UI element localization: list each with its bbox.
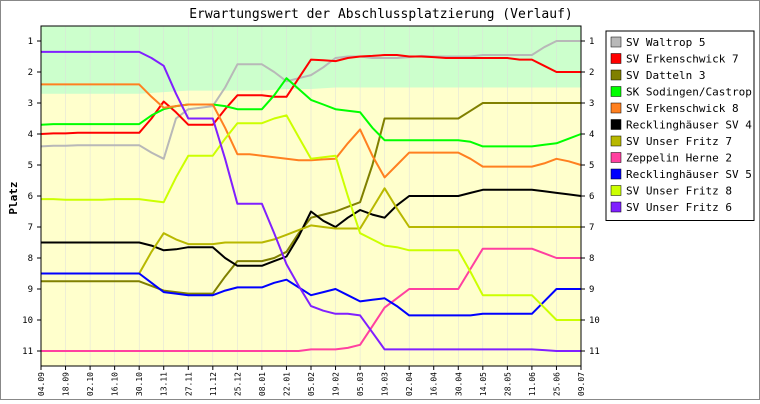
x-tick-label: 14.05 xyxy=(479,372,488,396)
y-tick-label: 5 xyxy=(28,161,33,171)
y-tick-label: 2 xyxy=(28,68,33,78)
series-line-5 xyxy=(41,83,582,179)
x-tick-label: 16.10 xyxy=(111,372,120,396)
y-tick-label-right: 4 xyxy=(589,130,594,140)
y-tick-label: 10 xyxy=(22,316,33,326)
legend-entry: SV Unser Fritz 7 xyxy=(626,135,732,148)
y-tick-label-right: 6 xyxy=(589,192,594,202)
x-tick-label: 11.06 xyxy=(528,372,537,396)
y-tick-label: 9 xyxy=(28,285,33,295)
legend-entry: SV Unser Fritz 8 xyxy=(626,185,732,198)
legend-swatch xyxy=(610,102,622,114)
x-tick-label: 02.04 xyxy=(405,372,414,396)
legend-entry: Zeppelin Herne 2 xyxy=(626,152,732,165)
y-tick-label-right: 9 xyxy=(589,285,594,295)
y-tick-label-right: 1 xyxy=(589,37,594,47)
y-ticks-left: 1 2 3 4 5 6 7 8 9 10 11 xyxy=(22,37,41,357)
legend-swatch xyxy=(610,53,622,64)
series-line-1 xyxy=(40,40,581,160)
legend-entry: SV Erkenschwick 7 xyxy=(626,53,739,66)
legend-entry: SV Unser Fritz 6 xyxy=(626,201,732,214)
y-tick-label-right: 2 xyxy=(589,68,594,78)
legend-entry: Recklinghäuser SV 4 xyxy=(626,119,752,132)
legend-swatch xyxy=(610,86,622,97)
y-axis-label: Platz xyxy=(7,181,20,214)
x-tick-label: 19.02 xyxy=(332,372,341,396)
legend-swatch xyxy=(610,152,622,163)
legend-swatch xyxy=(610,135,622,147)
x-tick-label: 25.12 xyxy=(233,372,242,396)
y-tick-label: 3 xyxy=(28,99,33,109)
series-line-10 xyxy=(41,114,581,321)
y-tick-label: 1 xyxy=(28,37,33,47)
legend-entry: SV Datteln 3 xyxy=(626,69,705,82)
series-line-11 xyxy=(41,50,581,352)
y-tick-label-right: 11 xyxy=(589,347,600,357)
series-layer xyxy=(40,40,582,352)
y-tick-label: 6 xyxy=(28,192,33,202)
legend-entry: Recklinghäuser SV 5 xyxy=(626,168,752,181)
x-tick-label: 13.11 xyxy=(160,372,169,396)
legend-swatch xyxy=(610,36,622,48)
series-line-4 xyxy=(40,77,582,148)
x-tick-label: 22.01 xyxy=(282,372,291,396)
y-tick-label: 7 xyxy=(28,223,33,233)
series-line-6 xyxy=(41,188,582,267)
legend-swatch xyxy=(610,185,622,196)
y-tick-label: 11 xyxy=(22,347,33,357)
series-line-8 xyxy=(41,247,581,352)
series-line-2 xyxy=(40,54,581,135)
x-tick-label: 18.09 xyxy=(62,372,71,396)
x-tick-label: 30.10 xyxy=(135,372,144,396)
legend-entry: SV Waltrop 5 xyxy=(626,36,705,49)
legend: SV Waltrop 5 SV Erkenschwick 7 SV Datteln … xyxy=(605,30,760,221)
y-tick-label-right: 5 xyxy=(589,161,594,171)
legend-swatch xyxy=(610,119,622,130)
series-line-9 xyxy=(41,272,581,317)
legend-entry: SK Sodingen/Castrop 5 xyxy=(626,86,759,99)
x-tick-label: 08.01 xyxy=(258,372,267,396)
y-tick-label-right: 3 xyxy=(589,99,594,109)
y-tick-label-right: 8 xyxy=(589,254,594,264)
x-tick-label: 30.04 xyxy=(454,372,463,396)
x-tick-label: 02.10 xyxy=(86,372,95,396)
chart-title: Erwartungswert der Abschlussplatzierung … xyxy=(189,7,573,22)
legend-swatch xyxy=(610,168,622,180)
x-tick-label: 09.07 xyxy=(577,372,586,396)
y-tick-label: 8 xyxy=(28,254,33,264)
x-tick-label: 05.02 xyxy=(307,372,316,396)
x-tick-label: 25.06 xyxy=(552,372,561,396)
legend-swatch xyxy=(610,69,622,81)
x-tick-label: 27.11 xyxy=(184,372,193,396)
y-tick-label: 4 xyxy=(28,130,33,140)
y-tick-label-right: 10 xyxy=(589,316,600,326)
y-tick-label-right: 7 xyxy=(589,223,594,233)
legend-entry: SV Erkenschwick 8 xyxy=(626,102,739,115)
legend-swatch xyxy=(610,201,622,213)
legend-box xyxy=(605,30,755,221)
x-tick-label: 19.03 xyxy=(381,372,390,396)
y-ticks-right: 1 2 3 4 5 6 7 8 9 10 11 xyxy=(581,37,600,357)
series-line-3 xyxy=(41,102,581,295)
x-tick-label: 05.03 xyxy=(356,372,365,396)
x-tick-label: 16.04 xyxy=(430,372,439,396)
x-tick-label: 28.05 xyxy=(503,372,512,396)
x-tick-label: 11.12 xyxy=(209,372,218,396)
x-ticks: 04.09 18.09 02.10 16.10 30.10 13.11 27.11 11.12… xyxy=(37,366,586,396)
x-tick-label: 04.09 xyxy=(37,372,46,396)
